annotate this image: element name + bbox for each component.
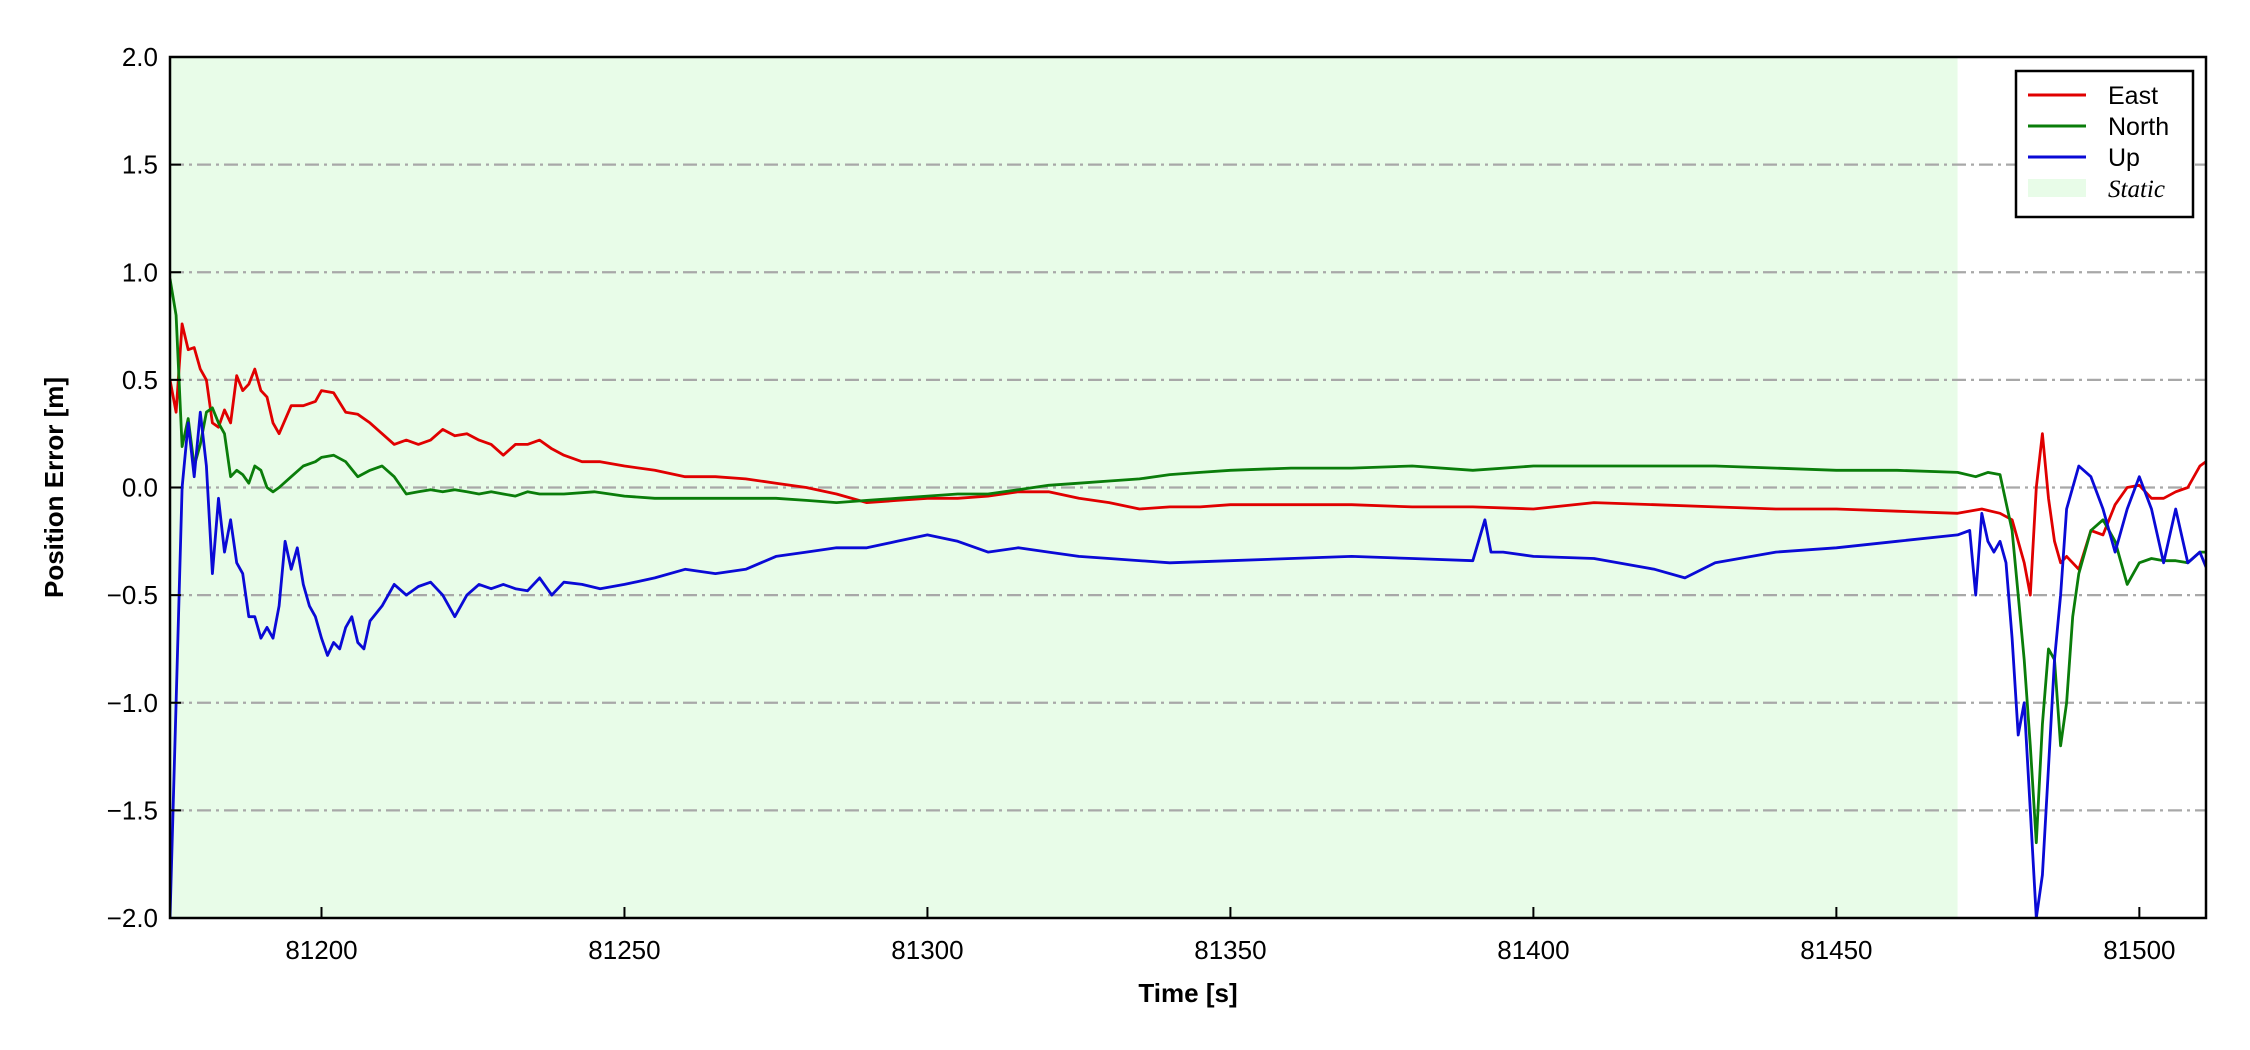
x-tick-label: 81350 <box>1194 935 1266 965</box>
series-lines <box>170 278 2206 918</box>
y-tick-label: 2.0 <box>122 42 158 72</box>
y-tick-label: −1.0 <box>107 688 158 718</box>
gridlines <box>170 163 2206 812</box>
y-axis-title: Position Error [m] <box>39 377 69 598</box>
x-tick-label: 81450 <box>1800 935 1872 965</box>
y-tick-label: −1.5 <box>107 795 158 825</box>
axis-ticks: 2.0 1.5 1.0 0.5 0.0 −0.5 −1.0 −1.5 −2.0 81200 8125… <box>107 42 2176 965</box>
series-line-north <box>170 278 2206 845</box>
y-tick-label: 1.0 <box>122 257 158 287</box>
legend-label-east: East <box>2108 82 2158 110</box>
y-tick-label: 0.0 <box>122 473 158 503</box>
series-line-east <box>170 322 2206 597</box>
x-axis-title: Time [s] <box>1138 978 1237 1008</box>
x-tick-label: 81200 <box>285 935 357 965</box>
y-tick-label: −0.5 <box>107 580 158 610</box>
y-tick-label: −2.0 <box>107 903 158 933</box>
legend-label-up: Up <box>2108 144 2140 172</box>
x-tick-label: 81250 <box>588 935 660 965</box>
x-tick-label: 81500 <box>2103 935 2175 965</box>
legend-label-static: Static <box>2108 176 2165 203</box>
y-tick-label: 1.5 <box>122 150 158 180</box>
series-line-up <box>170 410 2206 918</box>
legend: East North Up Static <box>2014 69 2195 219</box>
legend-swatch-static <box>2028 179 2086 197</box>
x-tick-label: 81300 <box>891 935 963 965</box>
x-tick-label: 81400 <box>1497 935 1569 965</box>
legend-label-north: North <box>2108 113 2169 141</box>
y-tick-label: 0.5 <box>122 365 158 395</box>
